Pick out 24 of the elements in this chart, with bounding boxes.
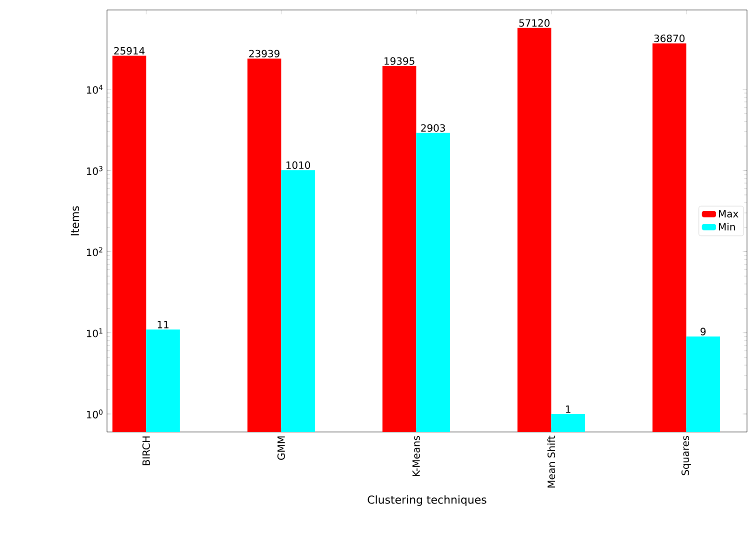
y-tick-label: 10$^{2}$ [86, 247, 102, 256]
x-tick-label: GMM [277, 436, 285, 460]
data-label: 1010 [286, 161, 310, 169]
x-tick-label: Mean Shift [547, 436, 556, 488]
data-label: 9 [700, 328, 706, 336]
data-label: 2903 [421, 124, 445, 132]
y-tick-label: 10$^{3}$ [86, 166, 102, 175]
legend-label: Min [719, 222, 735, 230]
data-label: 19395 [384, 57, 414, 65]
y-tick-label: 10$^{1}$ [86, 328, 102, 338]
x-tick-label: BIRCH [142, 436, 150, 466]
data-label: 25914 [114, 47, 145, 55]
x-axis-title: Clustering techniques [368, 495, 486, 506]
y-tick-label: 10$^{4}$ [86, 84, 103, 94]
data-label: 1 [566, 406, 570, 413]
data-label: 57120 [519, 19, 550, 27]
x-tick-label: Squares [682, 436, 691, 476]
data-label: 36870 [654, 34, 685, 42]
y-axis-title: Items [70, 206, 80, 236]
x-tick-label: K-Means [412, 436, 420, 476]
legend-label: Max [719, 210, 738, 218]
y-tick-label: 10$^{0}$ [86, 410, 103, 418]
data-label: 23939 [249, 50, 280, 58]
data-label: 11 [158, 321, 168, 328]
